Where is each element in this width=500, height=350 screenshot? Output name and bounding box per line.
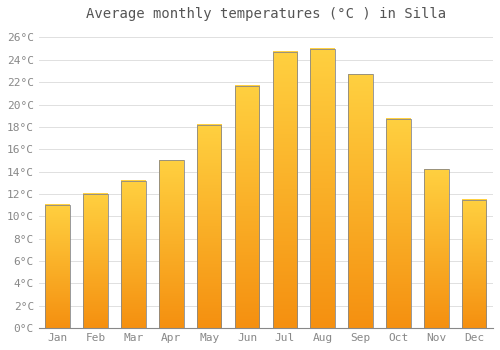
Title: Average monthly temperatures (°C ) in Silla: Average monthly temperatures (°C ) in Si… bbox=[86, 7, 446, 21]
